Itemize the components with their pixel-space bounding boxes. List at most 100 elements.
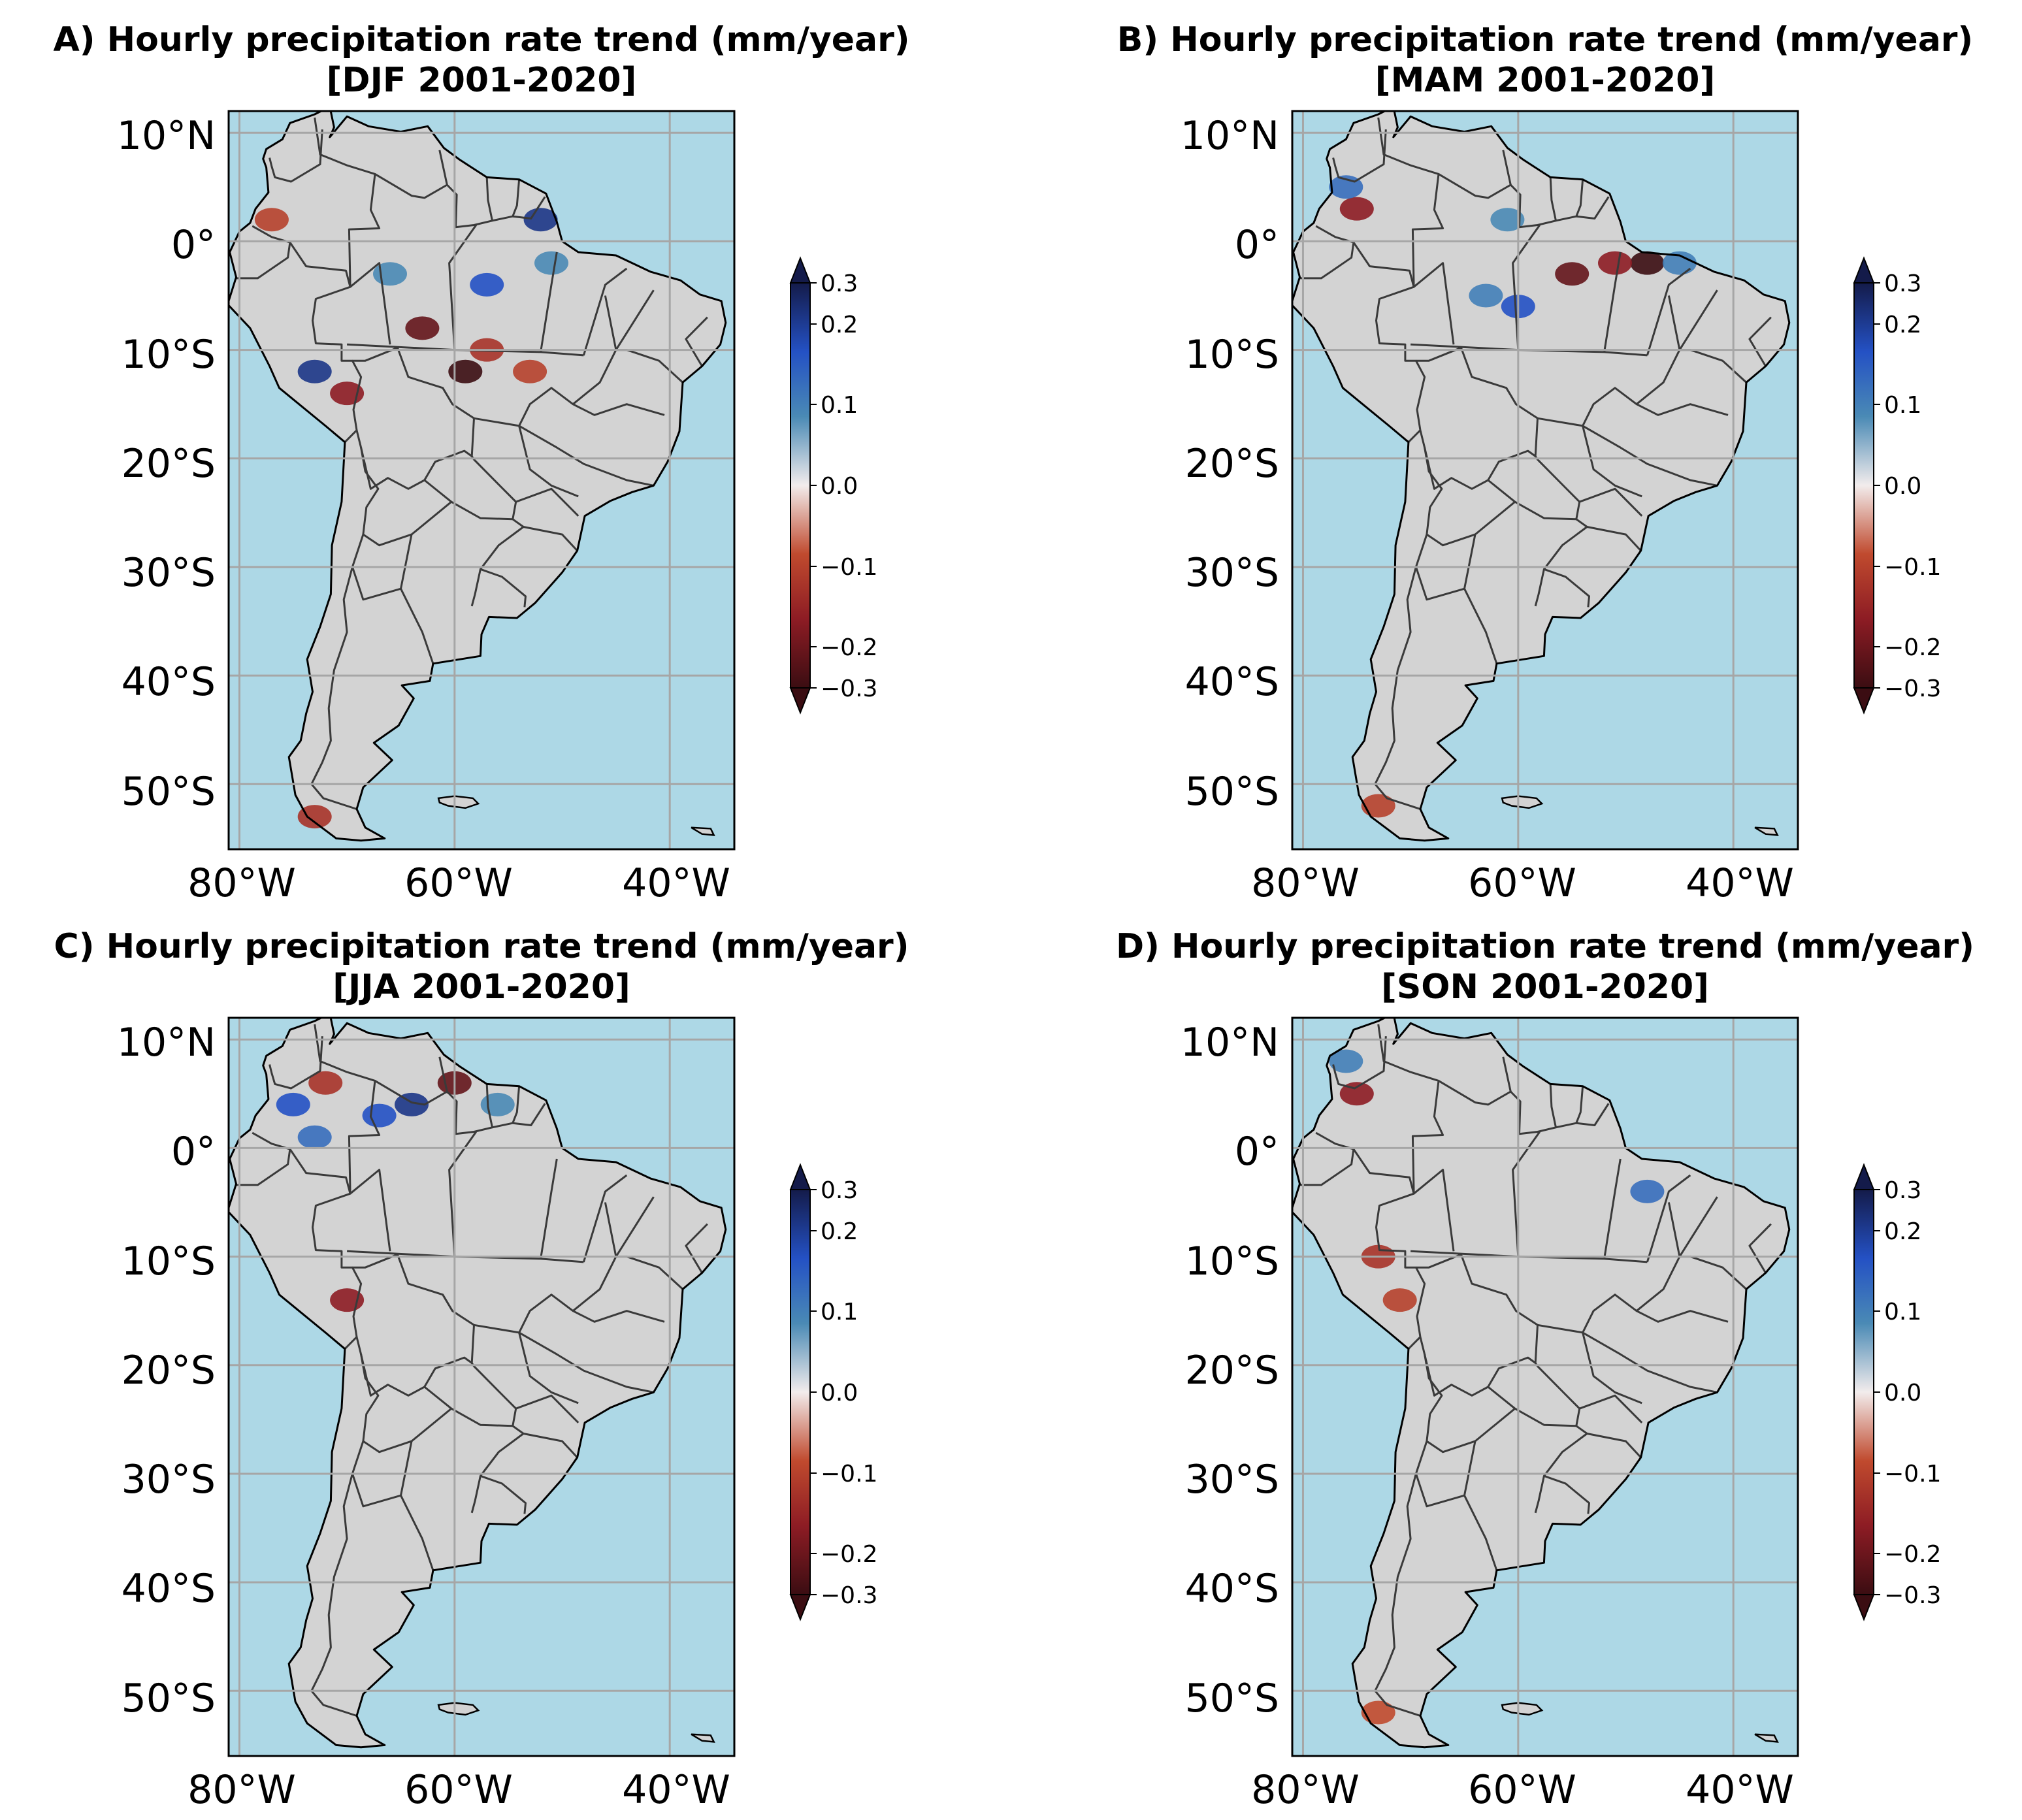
trend-anomaly [1329,1049,1363,1073]
country-border [1413,262,1455,345]
map-frame [227,1016,736,1757]
country-border [1748,316,1772,367]
colorbar-tick-label: 0.1 [821,1299,858,1325]
country-border [400,1408,452,1571]
lat-label: 40°S [122,659,216,705]
country-border [446,1084,493,1135]
trend-anomaly [448,359,483,383]
lat-label: 0° [171,222,216,268]
country-border [1377,117,1444,287]
country-border [1543,1474,1590,1514]
country-border [474,1324,519,1334]
map-frame [1291,110,1799,851]
country-border [523,526,578,552]
lat-label: 10°N [117,113,216,159]
country-border [615,289,655,351]
country-border [314,1024,381,1194]
panel-subtitle: [MAM 2001-2020] [1375,61,1715,100]
country-border [1426,533,1476,547]
map-axes [1291,1016,1799,1757]
country-border [1603,1158,1622,1259]
lat-label: 50°S [1185,769,1279,815]
trend-anomaly [1361,794,1395,818]
lat-label: 30°S [1185,550,1279,596]
colorbar: 0.3 0.2 0.1 0.0 −0.1 −0.2 −0.3 [1853,1163,1941,1621]
country-border [1678,289,1718,351]
country-border [269,129,323,183]
colorbar-tick-label: −0.3 [821,1582,877,1609]
island [1754,826,1779,836]
lon-labels: 80°W 60°W 40°W [188,1767,730,1813]
colorbar-tick-label: 0.0 [821,473,858,500]
country-border [1537,1324,1583,1334]
map-content [229,1018,734,1756]
colorbar-extend-top [1853,256,1875,284]
lat-label: 40°S [1185,659,1279,705]
lat-label: 10°S [122,1239,216,1284]
map-content [1292,111,1798,849]
colorbar-tick-label: −0.2 [1884,634,1941,661]
lon-label: 60°W [1468,1767,1576,1813]
trend-anomaly [470,272,504,297]
colorbar-tick-label: −0.2 [821,634,877,661]
country-border [518,387,665,427]
country-border [1579,1394,1643,1423]
map-axes [227,110,736,851]
country-border [1586,526,1642,552]
country-border [1438,150,1512,199]
lat-label: 20°S [122,441,216,487]
trend-anomaly [308,1071,343,1095]
country-border [492,1086,521,1129]
trend-anomaly [1555,262,1590,286]
colorbar-tick-label: 0.3 [1884,1177,1921,1204]
country-border [572,295,617,405]
colorbar-extend-bottom [789,687,811,715]
island [691,1733,715,1743]
lat-label: 50°S [122,769,216,815]
country-border [492,179,521,222]
country-border [1576,196,1610,219]
lat-label: 10°S [1185,1239,1279,1284]
country-border [515,1394,579,1423]
country-border [1534,518,1588,607]
country-border [1636,1202,1681,1312]
country-border [352,1253,475,1397]
country-border [236,225,291,280]
country-border [1416,346,1539,490]
land-south-america [1292,111,1789,841]
map-frame [1291,1016,1799,1757]
colorbar-tick-label: −0.1 [821,1461,877,1487]
country-border [351,1473,401,1508]
country-border [1748,1223,1772,1274]
colorbar-tick-label: 0.1 [1884,392,1921,419]
colorbar-tick-label: 0.2 [1884,1218,1921,1245]
country-border [310,447,380,810]
country-border [1579,487,1643,517]
colorbar-tick-label: 0.3 [1884,270,1921,297]
lon-labels: 80°W 60°W 40°W [188,860,730,906]
country-border [480,1474,527,1514]
country-border [1487,1362,1581,1427]
colorbar-tick-label: 0.3 [821,270,858,297]
country-border [448,1131,478,1257]
lat-label: 10°S [122,332,216,378]
lon-label: 40°W [622,860,730,906]
map-frame [227,110,736,851]
country-border [518,1332,579,1405]
country-border [523,1433,578,1459]
country-border [518,425,654,487]
country-border [1582,1332,1642,1405]
country-border [446,177,493,229]
country-border [1463,1408,1516,1571]
trend-anomaly [1630,1179,1665,1203]
lat-label: 40°S [1185,1566,1279,1612]
country-border [512,196,546,219]
lat-label: 50°S [122,1676,216,1721]
colorbar-tick-label: 0.1 [1884,1299,1921,1325]
colorbar-extend-top [789,256,811,284]
country-border [269,1036,323,1090]
map-axes [227,1016,736,1757]
country-border [423,455,517,521]
colorbar-extend-bottom [1853,687,1875,715]
panel-title: D) Hourly precipitation rate trend (mm/y… [1116,927,1974,966]
